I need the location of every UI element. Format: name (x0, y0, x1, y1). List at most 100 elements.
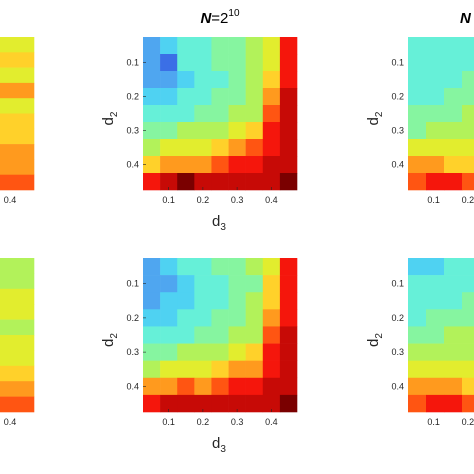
x-tick-label: 0.4 (4, 195, 17, 205)
heatmap-cell (194, 292, 212, 310)
heatmap-cell (426, 292, 445, 310)
heatmap-cell (211, 139, 229, 157)
heatmap-cell (228, 258, 246, 276)
heatmap-cell (444, 258, 463, 276)
heatmap-cell (211, 309, 229, 327)
heatmap-cell (279, 122, 298, 140)
heatmap-cell (160, 105, 178, 123)
heatmap-cell (444, 139, 463, 157)
heatmap-cell (245, 275, 264, 293)
heatmap-cell (426, 275, 445, 293)
x-tick-label: 0.4 (265, 417, 278, 427)
heatmap-cell (262, 394, 281, 413)
heatmap-cell (194, 37, 212, 55)
heatmap-cell (0, 319, 35, 336)
heatmap-cell (444, 37, 463, 55)
heatmap-cell (279, 309, 298, 327)
heatmap-cell (245, 292, 264, 310)
heatmap-cell (0, 258, 35, 274)
heatmap-cell (262, 105, 281, 123)
heatmap-cell (279, 394, 298, 413)
heatmap-cell (0, 159, 35, 175)
heatmap-cell (426, 394, 445, 413)
heatmap-cell (279, 377, 298, 396)
heatmap-cell (0, 37, 35, 53)
x-tick-label: 0.3 (231, 417, 244, 427)
heatmap-cell (245, 139, 264, 157)
heatmap-cell (211, 156, 229, 174)
heatmap-panel-5: 0.1 0.2 0.3 0.4 0.1 0.2 d2 N (365, 10, 474, 205)
heatmap-cell (245, 377, 264, 396)
heatmap-cell (426, 139, 445, 157)
y-tick-label: 0.4 (126, 160, 139, 170)
heatmap-cell (160, 139, 178, 157)
heatmap-cell (0, 288, 35, 305)
y-tick-label: 0.3 (126, 347, 139, 357)
y-tick-label: 0.2 (126, 92, 139, 102)
heatmap-cell (177, 173, 195, 191)
y-tick-label: 0.4 (391, 160, 404, 170)
heatmap-cell (444, 292, 463, 310)
heatmap-cell (408, 309, 427, 327)
heatmap-cell (143, 258, 161, 276)
y-axis-label-main: d (100, 339, 117, 347)
heatmap-cell (245, 105, 264, 123)
heatmap-cell (177, 54, 195, 72)
heatmap-cell (143, 360, 161, 379)
heatmap-cell (262, 258, 281, 276)
y-axis-label-sub: 2 (374, 333, 385, 339)
x-tick-label: 0.4 (4, 417, 17, 427)
heatmap-cell (262, 360, 281, 379)
heatmap-cell (211, 292, 229, 310)
heatmap-cell (444, 122, 463, 140)
heatmap-cell (408, 139, 427, 157)
x-axis-label-main: d (212, 213, 220, 230)
heatmap-cell (194, 309, 212, 327)
heatmap-cell (426, 343, 445, 361)
heatmap-cell (177, 105, 195, 123)
heatmap-cell (228, 54, 246, 72)
heatmap-cell (245, 360, 264, 379)
y-tick-label: 0.2 (391, 92, 404, 102)
heatmap-cell (160, 122, 178, 140)
heatmap-cell (211, 360, 229, 379)
heatmap-cell (211, 122, 229, 140)
heatmap-cell (177, 394, 195, 413)
heatmap-cell (279, 71, 298, 89)
heatmap-cell (0, 396, 35, 413)
x-tick-label: 0.2 (197, 417, 210, 427)
heatmap-cell (211, 258, 229, 276)
x-tick-label: 0.4 (265, 195, 278, 205)
heatmap-cell (408, 122, 427, 140)
heatmap-cell (279, 105, 298, 123)
heatmap-cell (462, 343, 474, 361)
heatmap-cell (462, 54, 474, 72)
heatmap-cell (143, 71, 161, 89)
heatmap-cell (426, 156, 445, 174)
heatmap-cell (194, 258, 212, 276)
heatmap-cell (228, 360, 246, 379)
y-tick-label: 0.1 (391, 279, 404, 289)
heatmap-cell (408, 71, 427, 89)
panel-title-base: =2 (211, 10, 228, 27)
y-axis-label: d2 (100, 111, 120, 125)
heatmap-cell (245, 309, 264, 327)
x-axis-label-sub: 3 (220, 444, 226, 455)
heatmap-cell (143, 139, 161, 157)
heatmap-cell (279, 326, 298, 344)
heatmap-cell (194, 105, 212, 123)
heatmap-cell (177, 343, 195, 361)
heatmap-cell (279, 292, 298, 310)
heatmap-cell (262, 156, 281, 174)
heatmap-cell (444, 377, 463, 396)
heatmap-cell (462, 292, 474, 310)
panel-title-symbol: N (460, 10, 472, 27)
heatmap-cell (228, 275, 246, 293)
heatmap-cell (160, 309, 178, 327)
heatmap-cell (177, 88, 195, 106)
heatmap-cell (160, 377, 178, 396)
y-tick-label: 0.2 (126, 313, 139, 323)
heatmap-cell (177, 139, 195, 157)
heatmap-cell (160, 326, 178, 344)
heatmap-cell (279, 360, 298, 379)
